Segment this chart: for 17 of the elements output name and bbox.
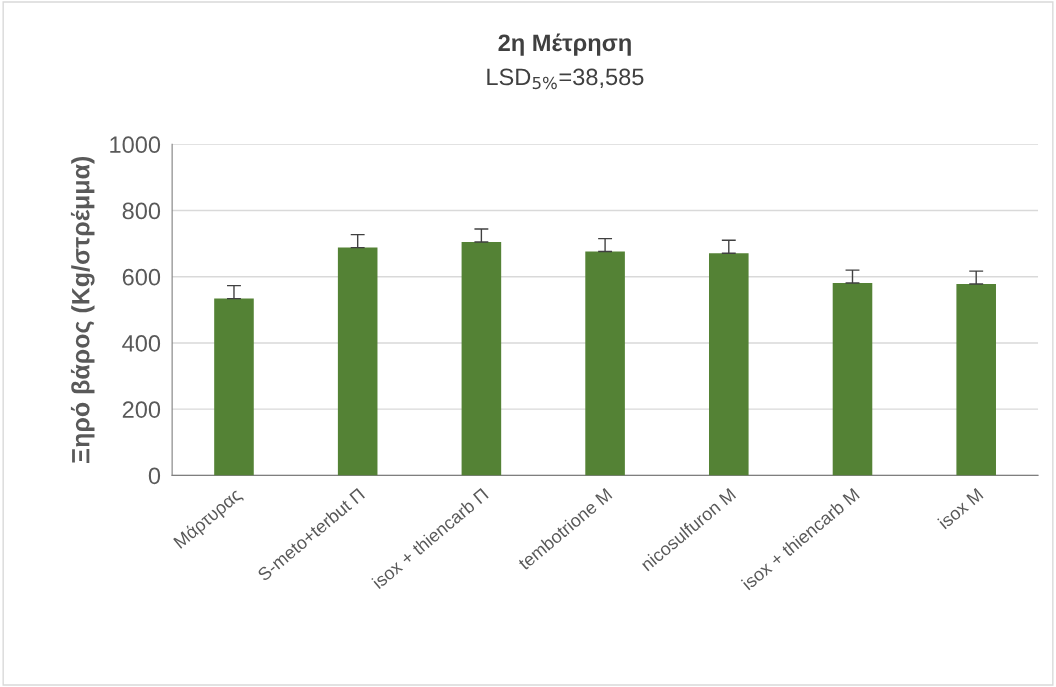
bar <box>461 241 502 476</box>
y-tick-label: 400 <box>122 335 161 352</box>
bar <box>956 284 996 476</box>
x-tick-label: isox Μ <box>937 487 984 530</box>
bar <box>832 283 873 476</box>
y-axis-title: Ξηρό βάρος (Kg/στρέμμα) <box>70 156 95 463</box>
chart-title: 2η Μέτρηση <box>498 33 631 56</box>
bar <box>214 298 254 476</box>
bar <box>337 247 378 476</box>
y-tick-label: 1000 <box>110 136 161 154</box>
chart-subtitle: LSD$_{5%}$=38,585 <box>487 68 644 90</box>
bar <box>709 253 749 476</box>
y-tick-label: 200 <box>122 401 161 418</box>
bar <box>585 251 625 476</box>
y-tick-label: 600 <box>122 268 161 286</box>
y-tick-label: 0 <box>148 467 161 485</box>
y-tick-label: 800 <box>122 202 161 220</box>
